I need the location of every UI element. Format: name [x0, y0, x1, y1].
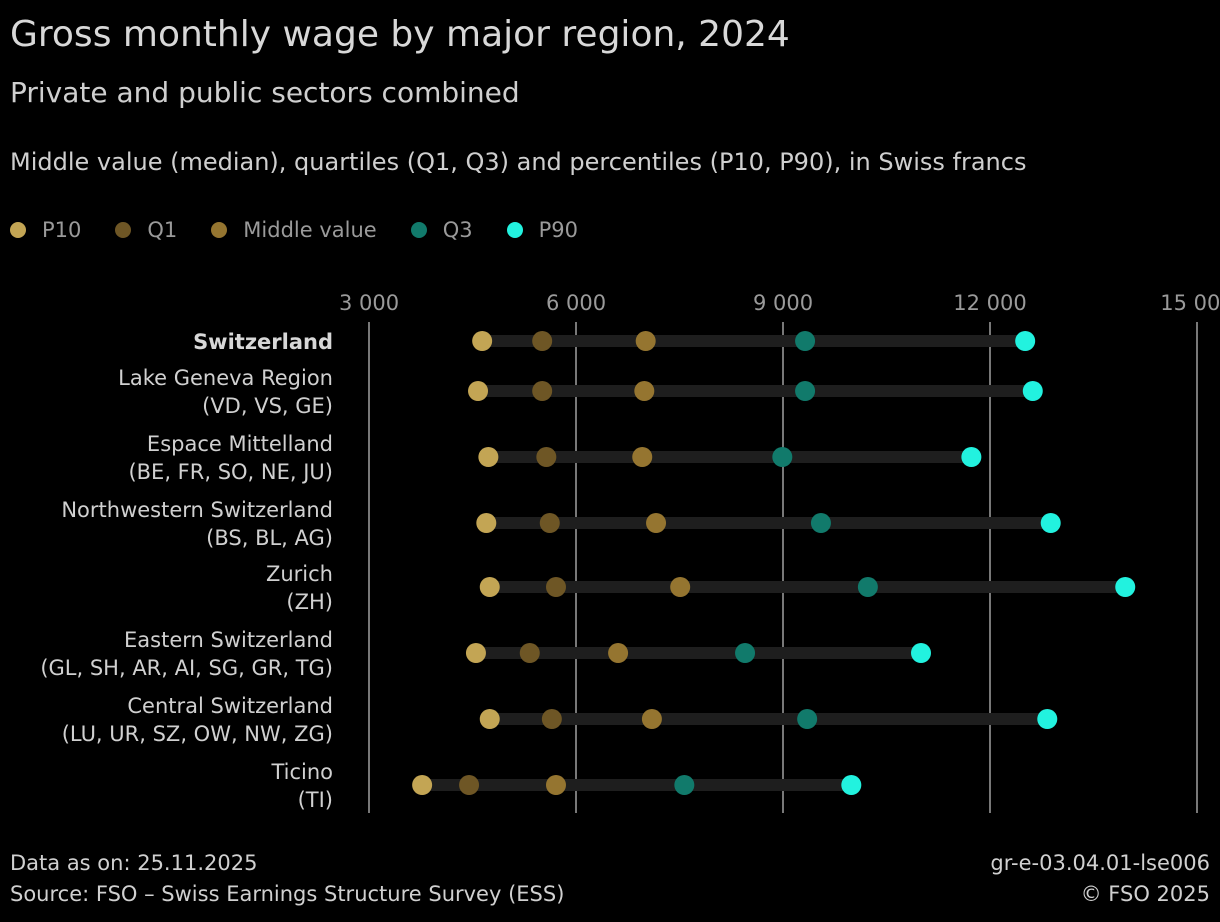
chart-id: gr-e-03.04.01-lse006: [990, 851, 1210, 875]
data-point-p10: [465, 643, 486, 663]
data-point-p90: [1015, 331, 1036, 351]
legend-marker: [211, 222, 228, 238]
legend-item: Q1: [115, 218, 177, 242]
category-label: Espace Mittelland: [147, 432, 333, 456]
legend-item: P90: [506, 218, 578, 242]
legend-label: P10: [42, 218, 82, 242]
x-tick-label: 12 000: [953, 291, 1026, 315]
legend-item: P10: [10, 218, 81, 242]
data-point-q3: [797, 709, 818, 729]
category-sublabel: (TI): [298, 788, 333, 812]
data-point-q3: [795, 331, 816, 351]
legend-label: Q3: [442, 218, 473, 242]
chart-title: Gross monthly wage by major region, 2024: [10, 14, 790, 55]
data-point-p90: [1022, 381, 1043, 401]
copyright: © FSO 2025: [1080, 882, 1210, 906]
data-point-q1: [536, 447, 557, 467]
data-point-q3: [772, 447, 793, 467]
category-sublabel: (LU, UR, SZ, OW, NW, ZG): [62, 722, 333, 746]
data-point-p10: [476, 513, 497, 533]
data-point-q3: [795, 381, 816, 401]
x-tick-label: 9 000: [753, 291, 813, 315]
category-label: Central Switzerland: [127, 694, 333, 718]
legend-item: Middle value: [211, 218, 377, 242]
data-point-q1: [539, 513, 560, 533]
data-point-q3: [674, 775, 695, 795]
data-point-p90: [961, 447, 982, 467]
legend-label: Middle value: [243, 218, 377, 242]
data-point-q3: [810, 513, 831, 533]
data-point-p90: [841, 775, 862, 795]
category-label: Zurich: [266, 562, 333, 586]
data-point-p90: [1040, 513, 1061, 533]
category-sublabel: (BE, FR, SO, NE, JU): [128, 460, 333, 484]
category-label: Ticino: [270, 760, 333, 784]
data-point-q1: [519, 643, 540, 663]
data-point-q1: [545, 577, 566, 597]
data-point-q1: [532, 381, 553, 401]
legend-label: Q1: [147, 218, 178, 242]
source: Source: FSO – Swiss Earnings Structure S…: [10, 882, 565, 906]
legend-marker: [115, 222, 132, 238]
data-point-q1: [541, 709, 562, 729]
data-point-p90: [1115, 577, 1136, 597]
data-point-middle-value: [634, 381, 655, 401]
category-sublabel: (BS, BL, AG): [206, 526, 333, 550]
x-tick-label: 6 000: [546, 291, 606, 315]
data-point-q3: [857, 577, 878, 597]
category-label: Lake Geneva Region: [118, 366, 333, 390]
footer-left: Data as on: 25.11.2025 Source: FSO – Swi…: [10, 848, 564, 910]
legend-marker: [10, 222, 26, 238]
data-point-middle-value: [641, 709, 662, 729]
legend-label: P90: [538, 218, 578, 242]
legend-marker: [506, 222, 523, 238]
legend-item: Q3: [410, 218, 473, 242]
legend-marker: [410, 222, 427, 238]
data-point-p10: [412, 775, 433, 795]
category-label: Northwestern Switzerland: [61, 498, 333, 522]
category-sublabel: (ZH): [286, 590, 333, 614]
category-sublabel: (GL, SH, AR, AI, SG, GR, TG): [40, 656, 333, 680]
data-point-middle-value: [670, 577, 691, 597]
legend: P10 Q1 Middle value Q3 P90: [10, 218, 612, 242]
footer-right: gr-e-03.04.01-lse006 © FSO 2025: [990, 848, 1210, 910]
data-point-p10: [472, 331, 493, 351]
data-point-p10: [478, 447, 499, 467]
data-point-p90: [1037, 709, 1058, 729]
chart-subtitle: Private and public sectors combined: [10, 76, 520, 109]
data-point-middle-value: [545, 775, 566, 795]
data-point-q1: [459, 775, 480, 795]
category-label: Eastern Switzerland: [124, 628, 333, 652]
data-point-middle-value: [635, 331, 656, 351]
category-label: Switzerland: [193, 330, 333, 354]
data-point-q1: [532, 331, 553, 351]
x-tick-label: 3 000: [339, 291, 399, 315]
data-point-p90: [911, 643, 931, 663]
data-point-middle-value: [632, 447, 653, 467]
data-point-q3: [735, 643, 756, 663]
data-point-p10: [468, 381, 489, 401]
data-point-p10: [479, 709, 500, 729]
chart-description: Middle value (median), quartiles (Q1, Q3…: [10, 148, 1027, 176]
x-tick-label: 15 000: [1160, 291, 1220, 315]
data-point-middle-value: [608, 643, 629, 663]
data-point-p10: [479, 577, 500, 597]
category-sublabel: (VD, VS, GE): [202, 394, 333, 418]
data-date: Data as on: 25.11.2025: [10, 851, 258, 875]
data-point-middle-value: [646, 513, 667, 533]
